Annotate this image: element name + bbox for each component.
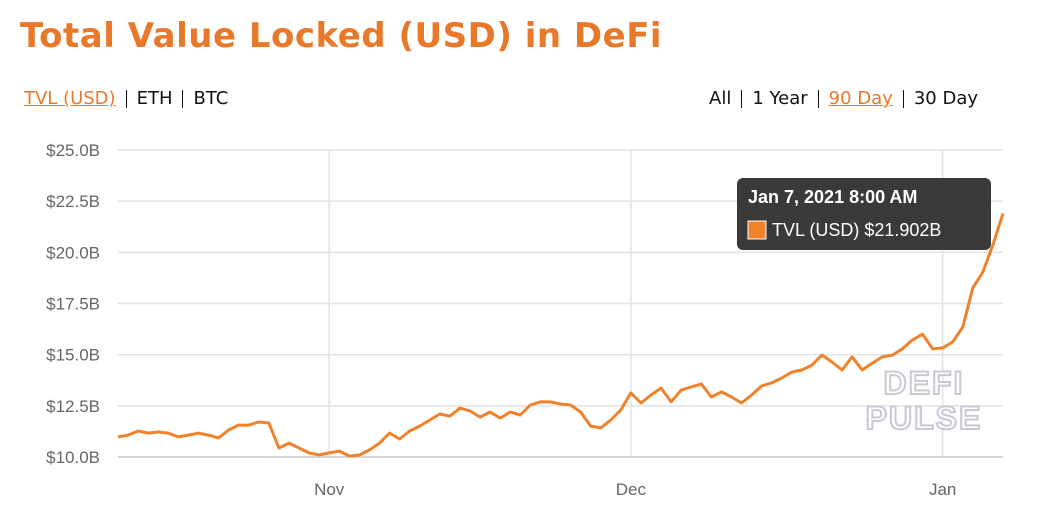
tab[interactable]: 90 Day: [828, 88, 893, 109]
y-tick-label: $10.0B: [46, 448, 100, 467]
watermark: DEFI: [884, 365, 965, 401]
metric-tabs: TVL (USD) ETH BTC: [24, 88, 228, 109]
y-tick-label: $17.5B: [46, 295, 100, 314]
tooltip-value: TVL (USD) $21.902B: [772, 220, 941, 240]
tab-separator: [125, 89, 127, 108]
tab[interactable]: ETH: [136, 88, 173, 109]
page-title: Total Value Locked (USD) in DeFi: [20, 16, 663, 56]
tab[interactable]: TVL (USD): [24, 88, 116, 109]
tab-separator: [817, 89, 819, 108]
y-tick-label: $20.0B: [46, 243, 100, 262]
y-tick-label: $22.5B: [46, 192, 100, 211]
tooltip-series-name: TVL (USD): [772, 220, 859, 240]
tab[interactable]: BTC: [193, 88, 229, 109]
y-tick-label: $25.0B: [46, 141, 100, 160]
y-tick-label: $12.5B: [46, 397, 100, 416]
x-tick-label: Dec: [616, 480, 647, 499]
tooltip-value-label: $21.902B: [864, 220, 941, 240]
tooltip-title: Jan 7, 2021 8:00 AM: [748, 187, 917, 207]
x-tick-label: Jan: [929, 480, 956, 499]
tab-separator: [741, 89, 743, 108]
y-tick-label: $15.0B: [46, 346, 100, 365]
tab-separator: [182, 89, 184, 108]
range-tabs: All 1 Year 90 Day 30 Day: [709, 88, 978, 109]
x-tick-label: Nov: [314, 480, 345, 499]
tab[interactable]: 30 Day: [913, 88, 978, 109]
watermark: PULSE: [866, 400, 983, 436]
tab[interactable]: 1 Year: [752, 88, 808, 109]
line: [117, 212, 1005, 458]
tooltip-swatch: [747, 220, 767, 240]
tooltip: Jan 7, 2021 8:00 AM TVL (USD) $21.902B: [737, 178, 991, 250]
tab-separator: [902, 89, 904, 108]
tooltip-box: [737, 178, 991, 250]
tab[interactable]: All: [709, 88, 732, 109]
